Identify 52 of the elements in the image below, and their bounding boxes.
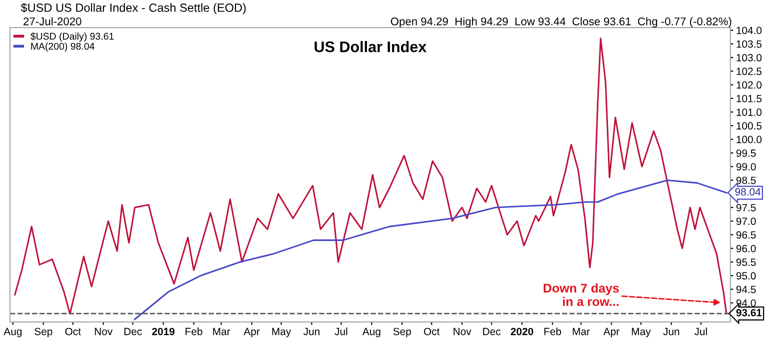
y-tick-label: 101.5 [736, 94, 762, 102]
y-tick-label: 95.0 [736, 272, 756, 280]
x-tick-label: Sep [393, 328, 411, 338]
x-tick-label: Sep [34, 328, 52, 338]
x-tick-label: Nov [94, 328, 113, 336]
annotation: Open 94.29 High 94.29 Low 93.44 Close 93.61 Chg -0.77 (-0.82%) [390, 17, 732, 28]
y-tick-label: 97.0 [736, 218, 756, 225]
x-tick-label: Aug [4, 328, 22, 338]
x-tick-label: Mar [213, 328, 230, 336]
x-tick-label: Jun [663, 328, 680, 336]
x-tick-label: Dec [483, 328, 501, 336]
text: US Dollar Index [314, 41, 427, 52]
y-tick-label: 96.5 [736, 231, 756, 239]
legend-label: $USD (Daily) 93.61 [30, 32, 114, 42]
text: $USD US Dollar Index - Cash Settle (EOD) [20, 3, 246, 14]
y-tick-label: 100.0 [736, 136, 762, 144]
x-tick-label: 2020 [510, 328, 534, 336]
ref-line-label: 93.61 [736, 308, 762, 316]
x-tick-label: Jun [303, 328, 320, 336]
y-tick-label: 99.5 [736, 149, 756, 157]
y-tick-label: 97.5 [736, 204, 756, 212]
x-tick-label: Apr [603, 328, 620, 338]
x-tick-label: May [272, 328, 292, 338]
x-tick-label: Feb [186, 328, 202, 336]
x-tick-label: Dec [124, 328, 142, 336]
y-tick-label: 98.5 [736, 176, 756, 184]
x-tick-label: Jul [694, 328, 707, 336]
y-tick-label: 101.0 [736, 108, 762, 116]
x-tick-label: 2019 [152, 328, 174, 336]
x-tick-label: Jul [334, 328, 348, 336]
x-tick-label: Feb [544, 328, 562, 336]
x-tick-label: Oct [65, 328, 81, 336]
y-tick-label: 103.5 [736, 40, 762, 48]
x-tick-label: Oct [424, 328, 440, 336]
y-tick-label: 95.5 [736, 258, 756, 266]
text: 27-Jul-2020 [24, 17, 82, 26]
annotation: 98.04 [735, 188, 761, 196]
x-tick-label: May [632, 328, 651, 338]
x-tick-label: Apr [244, 328, 260, 338]
y-tick-label: 102.0 [736, 81, 762, 89]
x-tick-label: Nov [454, 328, 472, 336]
y-tick-label: 94.5 [736, 286, 756, 294]
annotation: Down 7 days in a row... [544, 283, 619, 306]
y-tick-label: 102.5 [736, 68, 762, 76]
y-tick-label: 99.0 [736, 163, 756, 170]
x-tick-label: Aug [362, 328, 380, 338]
y-tick-label: 103.0 [736, 54, 762, 62]
y-tick-label: 100.5 [736, 122, 762, 130]
x-tick-label: Mar [572, 328, 590, 336]
legend-label: MA(200) 98.04 [31, 42, 94, 52]
y-tick-label: 104.0 [736, 26, 762, 34]
y-tick-label: 96.0 [736, 244, 756, 252]
